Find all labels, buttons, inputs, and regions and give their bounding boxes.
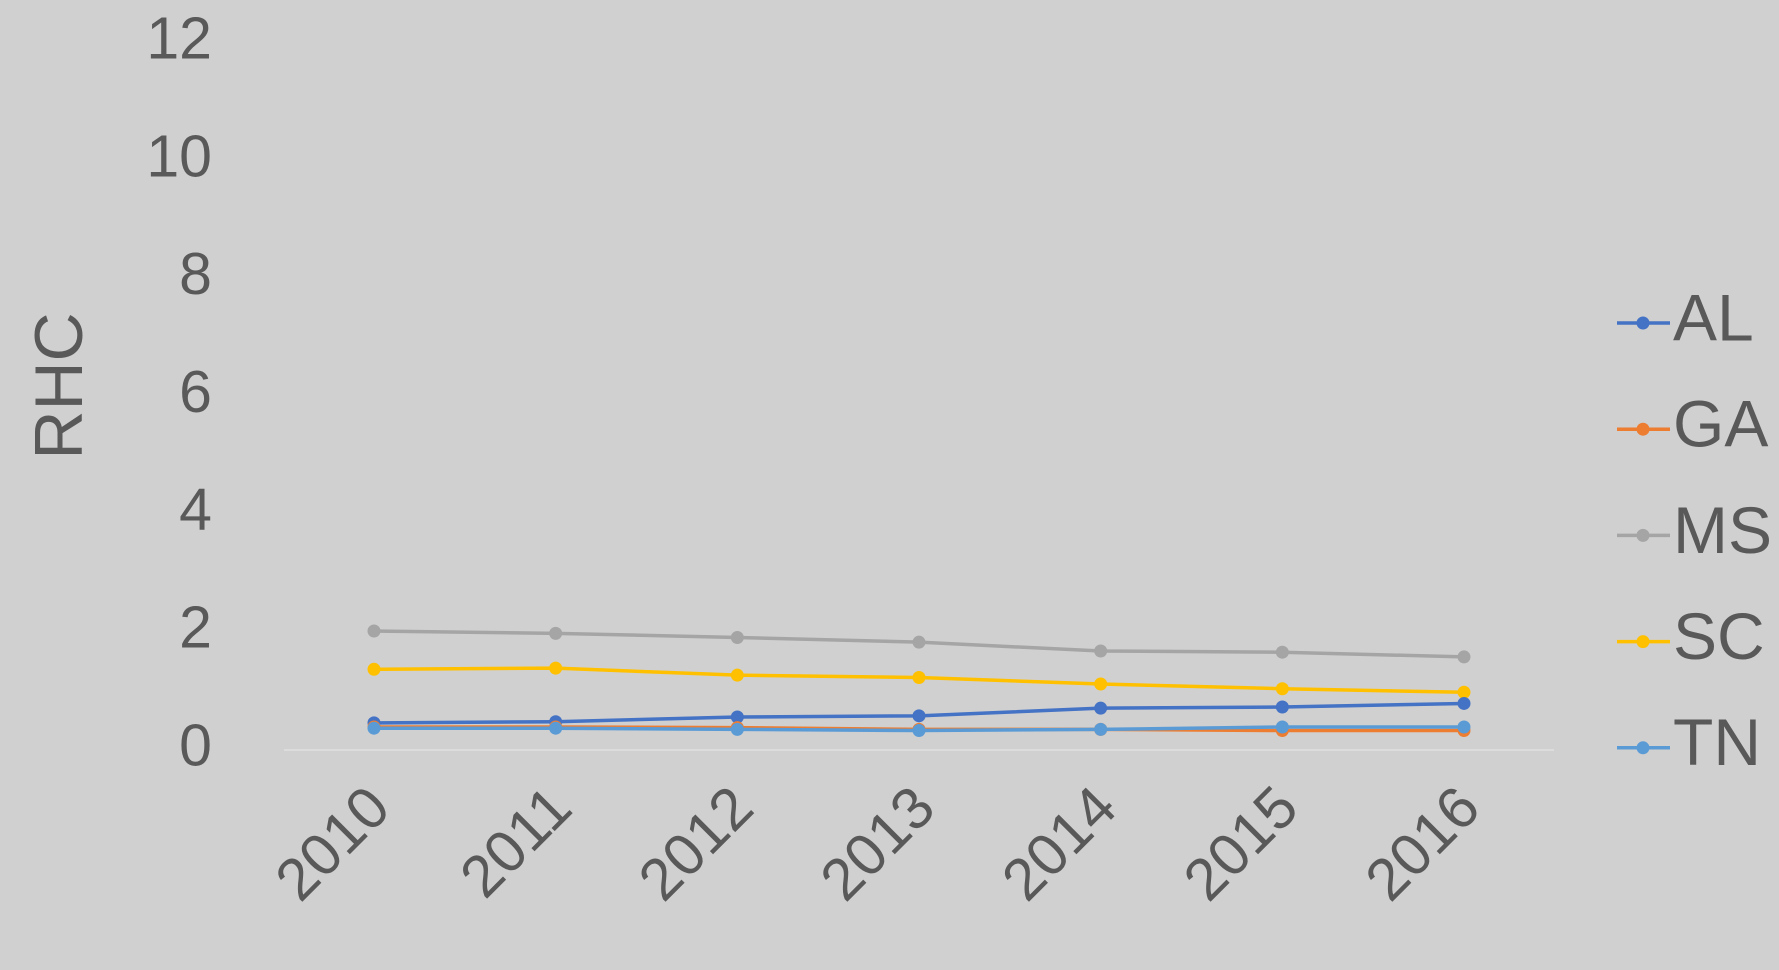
data-point bbox=[1457, 685, 1471, 699]
data-point bbox=[730, 630, 744, 644]
data-point bbox=[1094, 677, 1108, 691]
data-point bbox=[1094, 644, 1108, 658]
legend-marker bbox=[1636, 635, 1650, 649]
legend-marker bbox=[1636, 528, 1650, 542]
data-point bbox=[912, 709, 926, 723]
legend-marker bbox=[1636, 422, 1650, 436]
legend-label: SC bbox=[1673, 599, 1765, 673]
y-axis-label: RHC bbox=[21, 312, 97, 459]
data-point bbox=[367, 721, 381, 735]
y-tick-label: 0 bbox=[179, 713, 212, 779]
legend-label: AL bbox=[1673, 280, 1754, 354]
legend-marker bbox=[1636, 316, 1650, 330]
data-point bbox=[1094, 701, 1108, 715]
y-tick-label: 12 bbox=[146, 6, 212, 72]
data-point bbox=[912, 671, 926, 685]
y-tick-label: 2 bbox=[179, 595, 212, 661]
data-point bbox=[1457, 696, 1471, 710]
data-point bbox=[912, 635, 926, 649]
data-point bbox=[1275, 645, 1289, 659]
data-point bbox=[549, 626, 563, 640]
data-point bbox=[912, 724, 926, 738]
data-point bbox=[1275, 720, 1289, 734]
data-point bbox=[730, 722, 744, 736]
data-point bbox=[1275, 682, 1289, 696]
y-tick-label: 8 bbox=[179, 241, 212, 307]
y-tick-label: 6 bbox=[179, 359, 212, 425]
data-point bbox=[367, 624, 381, 638]
data-point bbox=[730, 710, 744, 724]
data-point bbox=[1275, 700, 1289, 714]
data-point bbox=[730, 668, 744, 682]
data-point bbox=[367, 662, 381, 676]
data-point bbox=[549, 721, 563, 735]
data-point bbox=[1094, 722, 1108, 736]
data-point bbox=[1457, 720, 1471, 734]
legend-label: GA bbox=[1673, 387, 1768, 461]
legend-marker bbox=[1636, 741, 1650, 755]
data-point bbox=[549, 661, 563, 675]
legend-label: TN bbox=[1673, 705, 1761, 779]
legend-label: MS bbox=[1673, 493, 1772, 567]
y-tick-label: 10 bbox=[146, 123, 212, 189]
data-point bbox=[1457, 650, 1471, 664]
y-tick-label: 4 bbox=[179, 477, 212, 543]
